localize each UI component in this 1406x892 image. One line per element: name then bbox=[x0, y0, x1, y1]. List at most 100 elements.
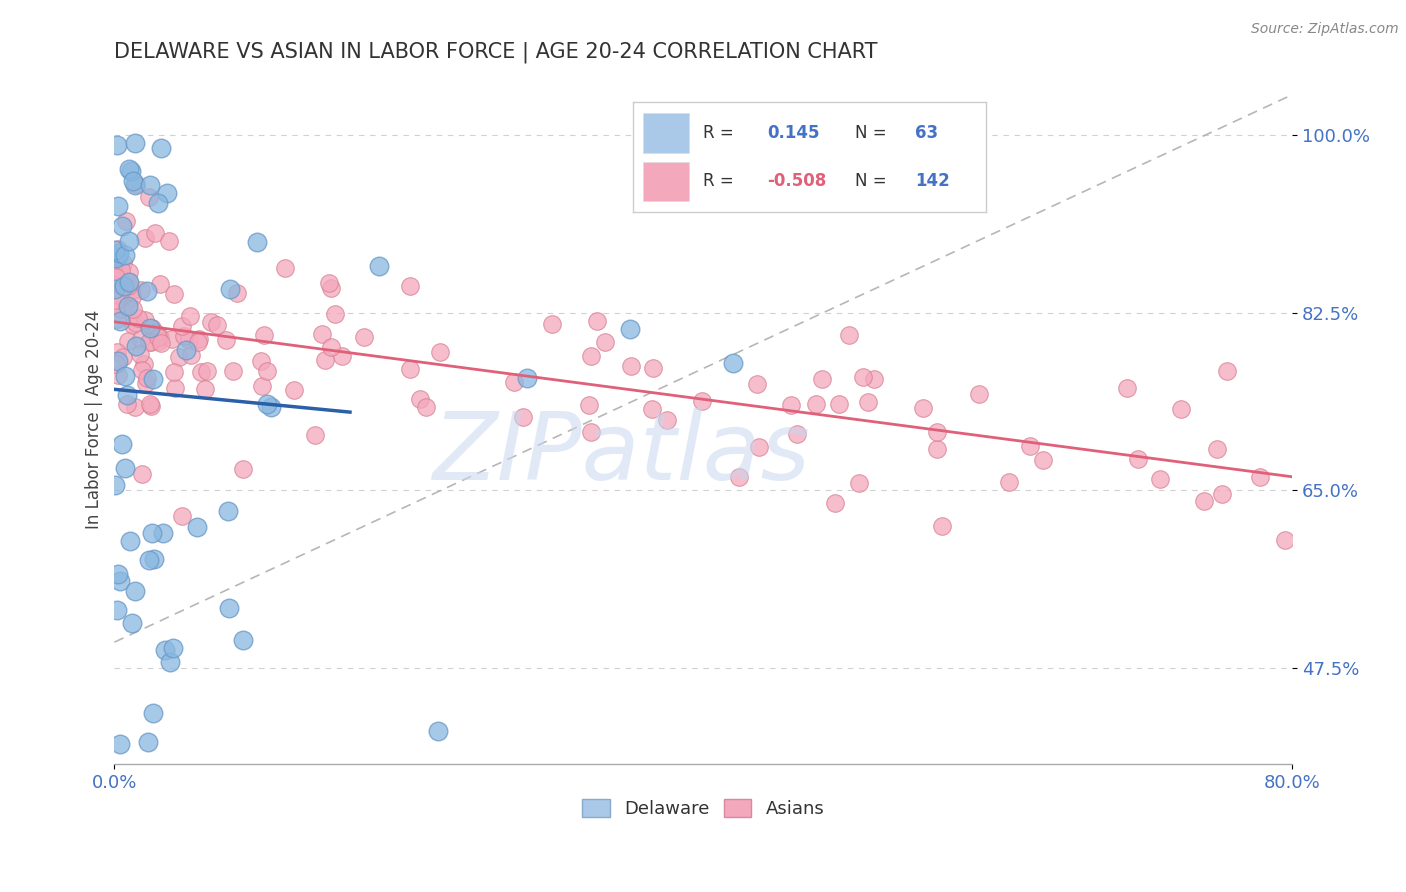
Point bbox=[256, 397, 278, 411]
Point bbox=[728, 469, 751, 483]
Point bbox=[110, 737, 132, 751]
Point bbox=[931, 519, 953, 533]
Point bbox=[118, 162, 141, 177]
Point bbox=[141, 321, 163, 335]
Point bbox=[118, 275, 141, 289]
Point bbox=[117, 278, 139, 293]
Point bbox=[139, 320, 162, 334]
Point bbox=[117, 388, 139, 402]
Point bbox=[657, 413, 679, 427]
Legend: Delaware, Asians: Delaware, Asians bbox=[576, 794, 830, 823]
Point bbox=[174, 343, 197, 358]
Point bbox=[1032, 452, 1054, 467]
Point bbox=[399, 278, 422, 293]
Point bbox=[118, 533, 141, 548]
Point bbox=[998, 475, 1021, 489]
Point bbox=[152, 526, 174, 541]
Point bbox=[146, 330, 169, 344]
Point bbox=[218, 282, 240, 296]
Point bbox=[104, 270, 127, 285]
Point bbox=[128, 347, 150, 361]
Point bbox=[107, 199, 129, 213]
Point bbox=[134, 313, 156, 327]
Point bbox=[226, 286, 249, 301]
Point bbox=[110, 219, 132, 234]
Point bbox=[148, 334, 170, 348]
Point bbox=[179, 309, 201, 323]
Point bbox=[107, 368, 129, 383]
Point bbox=[516, 371, 538, 385]
Point bbox=[967, 387, 990, 401]
Point bbox=[138, 553, 160, 567]
Point bbox=[828, 397, 851, 411]
Point bbox=[105, 293, 128, 307]
Point bbox=[141, 334, 163, 349]
Point bbox=[153, 642, 176, 657]
Point bbox=[856, 394, 879, 409]
Point bbox=[143, 226, 166, 240]
Point bbox=[925, 425, 948, 440]
Point bbox=[117, 299, 139, 313]
Point bbox=[118, 235, 141, 249]
Point bbox=[810, 372, 832, 386]
Point bbox=[149, 330, 172, 344]
Point bbox=[747, 376, 769, 391]
Point bbox=[162, 641, 184, 656]
Point bbox=[172, 318, 194, 333]
Point bbox=[848, 476, 870, 491]
Point bbox=[1211, 487, 1233, 501]
Point bbox=[135, 376, 157, 390]
Point bbox=[141, 525, 163, 540]
Point bbox=[131, 467, 153, 482]
Point bbox=[136, 371, 159, 385]
Point bbox=[163, 365, 186, 379]
Point bbox=[690, 394, 713, 409]
Point bbox=[304, 428, 326, 442]
Point bbox=[620, 359, 643, 373]
Point bbox=[127, 311, 149, 326]
Point bbox=[187, 332, 209, 346]
Point bbox=[232, 633, 254, 648]
Point bbox=[824, 496, 846, 510]
Point bbox=[167, 350, 190, 364]
Point bbox=[110, 277, 132, 292]
Point bbox=[110, 262, 132, 277]
Point bbox=[319, 281, 342, 295]
Point bbox=[107, 566, 129, 581]
Point bbox=[121, 301, 143, 316]
Point bbox=[114, 368, 136, 383]
Point bbox=[104, 243, 127, 257]
Point bbox=[323, 307, 346, 321]
Point bbox=[134, 231, 156, 245]
Point bbox=[139, 397, 162, 411]
Point bbox=[146, 196, 169, 211]
Point bbox=[852, 369, 875, 384]
Point bbox=[149, 277, 172, 292]
Point bbox=[110, 270, 132, 285]
Point bbox=[1216, 364, 1239, 378]
Point bbox=[330, 349, 353, 363]
Point bbox=[721, 356, 744, 370]
Point bbox=[138, 190, 160, 204]
Point bbox=[173, 329, 195, 343]
Point bbox=[121, 174, 143, 188]
Point bbox=[246, 235, 269, 249]
Point bbox=[250, 354, 273, 368]
Point bbox=[641, 402, 664, 417]
Point bbox=[135, 285, 157, 299]
Point bbox=[120, 163, 142, 178]
Point bbox=[125, 178, 148, 192]
Point bbox=[806, 397, 828, 411]
Point bbox=[112, 279, 135, 293]
Point bbox=[409, 392, 432, 406]
Point bbox=[205, 318, 228, 333]
Point bbox=[180, 348, 202, 362]
Point bbox=[353, 329, 375, 343]
Point bbox=[129, 283, 152, 297]
Point bbox=[163, 286, 186, 301]
Point bbox=[118, 265, 141, 279]
Point bbox=[104, 282, 127, 296]
Point bbox=[105, 345, 128, 359]
Text: DELAWARE VS ASIAN IN LABOR FORCE | AGE 20-24 CORRELATION CHART: DELAWARE VS ASIAN IN LABOR FORCE | AGE 2… bbox=[114, 42, 877, 63]
Point bbox=[177, 333, 200, 347]
